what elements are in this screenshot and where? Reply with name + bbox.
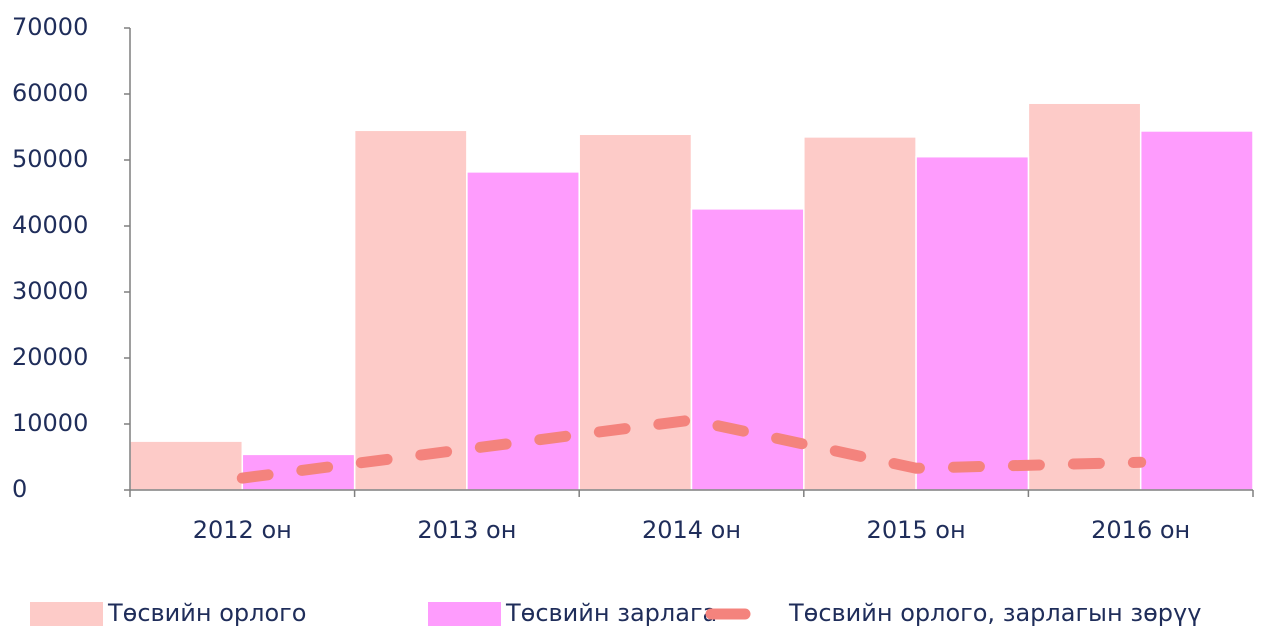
x-tick-label: 2012 он xyxy=(193,516,292,544)
bar xyxy=(690,208,805,491)
y-tick-label: 70000 xyxy=(12,13,88,41)
legend-label: Төсвийн зарлага xyxy=(505,599,717,627)
bar xyxy=(353,129,468,491)
legend-label: Төсвийн орлого, зарлагын зөрүү xyxy=(788,599,1201,627)
y-tick-label: 20000 xyxy=(12,343,88,371)
legend-swatch xyxy=(428,602,501,626)
legend-swatch xyxy=(30,602,103,626)
y-tick-label: 60000 xyxy=(12,79,88,107)
bar xyxy=(1139,130,1254,491)
bar xyxy=(915,155,1030,491)
y-tick-label: 40000 xyxy=(12,211,88,239)
y-tick-label: 0 xyxy=(12,475,27,503)
bar xyxy=(578,133,693,491)
bar xyxy=(803,136,917,491)
x-tick-label: 2013 он xyxy=(417,516,516,544)
bar xyxy=(129,440,244,491)
x-tick-label: 2016 он xyxy=(1091,516,1190,544)
line-series xyxy=(236,414,1147,484)
y-tick-label: 30000 xyxy=(12,277,88,305)
bar xyxy=(1027,102,1142,491)
x-tick-label: 2014 он xyxy=(642,516,741,544)
y-tick-label: 50000 xyxy=(12,145,88,173)
y-tick-label: 10000 xyxy=(12,409,88,437)
legend-label: Төсвийн орлого xyxy=(107,599,306,627)
x-tick-label: 2015 он xyxy=(867,516,966,544)
